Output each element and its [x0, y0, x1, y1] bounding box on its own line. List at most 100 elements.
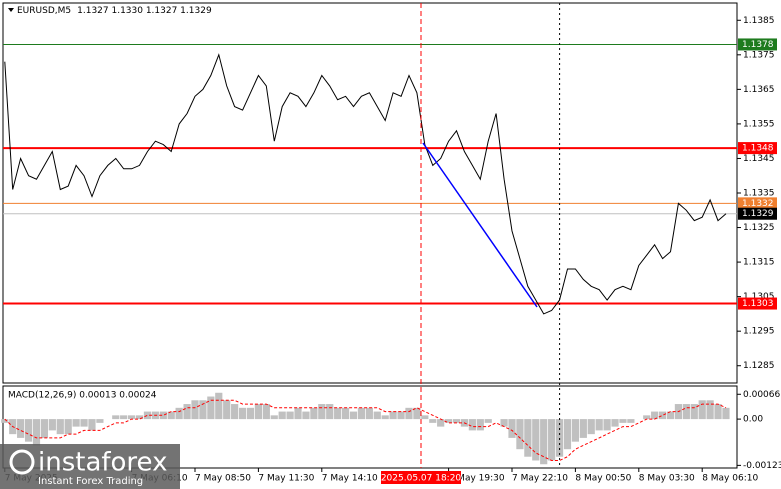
macd-bar	[341, 407, 350, 420]
macd-bar	[231, 404, 239, 420]
macd-bar	[429, 419, 437, 423]
macd-bar	[223, 400, 231, 420]
macd-bar	[318, 404, 326, 420]
macd-bar	[72, 419, 80, 427]
macd-bar	[64, 419, 72, 435]
macd-bar	[1, 419, 9, 423]
macd-bar	[357, 407, 366, 420]
macd-bar	[128, 415, 136, 420]
level-label: 1.1332	[742, 199, 774, 209]
macd-bar	[199, 400, 207, 420]
x-tick-label: 8 May 03:30	[639, 474, 695, 484]
y-tick-label: 1.1365	[743, 85, 775, 95]
signal-line	[4, 399, 727, 461]
macd-bar	[698, 400, 706, 420]
macd-bar	[714, 404, 722, 420]
macd-bar	[476, 419, 484, 431]
macd-bar	[40, 419, 49, 438]
x-tick-label: 8 May 06:10	[702, 474, 758, 484]
macd-bar	[666, 411, 675, 420]
x-tick-label: 7 May 08:50	[195, 474, 251, 484]
macd-bar	[96, 419, 104, 423]
y-tick-label: -0.00123	[743, 461, 781, 471]
macd-bar	[246, 407, 255, 420]
header-arrow	[8, 8, 14, 12]
y-tick-label: 1.1295	[743, 327, 775, 337]
y-tick-label: 0.00066	[743, 390, 780, 400]
macd-bar	[445, 419, 453, 423]
y-tick-label: 1.1355	[743, 119, 775, 129]
y-tick-label: 1.1385	[743, 16, 775, 26]
macd-bar	[310, 407, 318, 420]
macd-bar	[17, 419, 25, 438]
level-label: 1.1303	[742, 299, 774, 309]
macd-bar	[381, 415, 389, 420]
macd-bar	[643, 415, 651, 420]
macd-bar	[563, 419, 572, 450]
macd-bar	[595, 419, 603, 431]
macd-bar	[88, 419, 96, 431]
macd-bar	[706, 400, 714, 420]
y-tick-label: 1.1285	[743, 361, 775, 371]
y-tick-label: 1.1325	[743, 223, 775, 233]
level-label-box	[738, 38, 777, 51]
macd-bar	[413, 407, 421, 420]
macd-bar	[690, 404, 698, 420]
y-tick-label: 1.1335	[743, 189, 775, 199]
macd-bar	[516, 419, 524, 450]
macd-bar	[207, 396, 215, 420]
macd-bar	[183, 404, 191, 420]
macd-bar	[48, 419, 56, 431]
macd-bar	[524, 419, 532, 457]
macd-bar	[278, 411, 286, 420]
macd-header: MACD(12,26,9) 0.00013 0.00024	[8, 391, 157, 401]
macd-bar	[80, 419, 88, 427]
macd-bar	[326, 404, 334, 420]
macd-bar	[452, 419, 461, 423]
macd-bar	[389, 411, 397, 420]
y-tick-label: 1.1305	[743, 292, 775, 302]
macd-bar	[334, 407, 342, 420]
macd-bar	[579, 419, 587, 438]
cursor-label-text: 2025.05.07 18:20	[381, 474, 462, 484]
macd-bar	[437, 419, 445, 427]
x-tick-label: 7 May 11:30	[258, 474, 314, 484]
macd-bar	[397, 411, 405, 420]
macd-bar	[143, 411, 152, 420]
macd-bar	[611, 419, 619, 427]
macd-bar	[270, 415, 278, 420]
macd-bar	[500, 419, 508, 427]
x-tick-label: 7 May 14:10	[322, 474, 378, 484]
macd-bar	[658, 411, 667, 420]
symbol: EURUSD,M5	[17, 6, 71, 16]
price-line	[4, 53, 727, 315]
macd-frame	[2, 385, 738, 469]
macd-bar	[349, 411, 358, 420]
macd-bar	[532, 419, 540, 461]
macd-bar	[302, 411, 310, 420]
watermark: instaforex Instant Forex Trading	[0, 444, 180, 489]
macd-bar	[254, 404, 262, 420]
watermark-tagline: Instant Forex Trading	[38, 476, 143, 487]
watermark-brand: instaforex	[38, 448, 167, 478]
macd-bar	[548, 419, 556, 461]
level-label: 1.1378	[742, 40, 774, 50]
watermark-icon	[9, 449, 35, 475]
macd-bar	[215, 392, 223, 420]
macd-bar	[619, 419, 627, 423]
level-label: 1.1329	[742, 209, 774, 219]
y-tick-label: 0.00	[743, 415, 763, 425]
macd-bar	[238, 407, 247, 420]
macd-bar	[262, 404, 270, 420]
x-tick-label: 8 May 00:50	[575, 474, 631, 484]
macd-bar	[167, 411, 175, 420]
watermark-box	[0, 444, 180, 489]
cursor-label: 2025.05.07 18:20	[381, 471, 462, 484]
macd-bar	[651, 411, 659, 420]
level-label-box	[738, 142, 777, 155]
macd-bar	[722, 407, 730, 420]
macd-bar	[468, 419, 476, 431]
cursor-label-box	[381, 471, 461, 484]
